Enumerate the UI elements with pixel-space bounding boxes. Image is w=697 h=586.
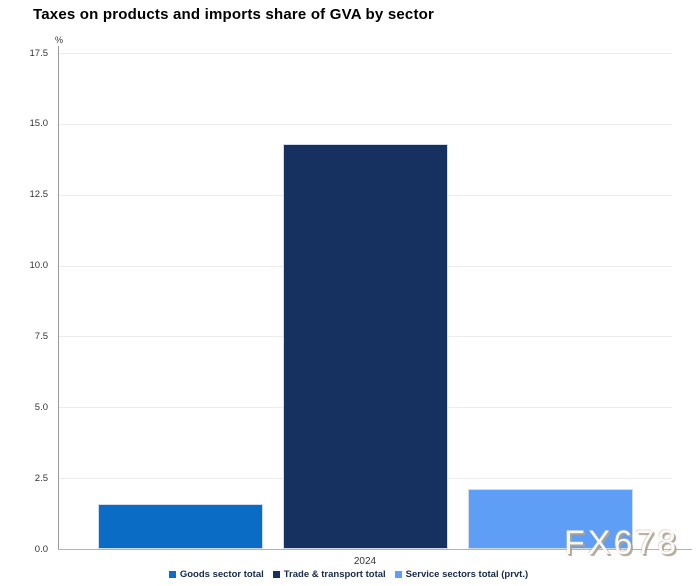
watermark: FX678 bbox=[564, 524, 680, 562]
legend-item: Service sectors total (prvt.) bbox=[394, 569, 529, 580]
y-axis-tick-label: 0.0 bbox=[34, 543, 48, 555]
gridline bbox=[59, 123, 672, 125]
gridline bbox=[59, 53, 672, 54]
x-axis-baseline bbox=[58, 549, 692, 550]
y-axis-tick-label: 17.5 bbox=[29, 47, 49, 59]
y-axis-tick-label: 10.0 bbox=[29, 260, 49, 272]
legend: Goods sector total Trade & transport tot… bbox=[0, 569, 697, 580]
legend-label: Service sectors total (prvt.) bbox=[405, 569, 529, 580]
y-axis-tick-label: 12.5 bbox=[29, 189, 49, 201]
plot-area bbox=[59, 53, 672, 549]
bar-trade-transport-total bbox=[282, 143, 448, 549]
y-axis-tick-label: 15.0 bbox=[29, 118, 49, 130]
legend-swatch bbox=[394, 571, 402, 578]
x-axis-category-label: 2024 bbox=[353, 556, 377, 567]
y-axis-tick-label: 7.5 bbox=[34, 330, 48, 342]
legend-label: Goods sector total bbox=[179, 569, 264, 580]
legend-item: Trade & transport total bbox=[272, 569, 386, 580]
y-axis-unit-label: % bbox=[55, 35, 64, 45]
legend-item: Goods sector total bbox=[168, 569, 264, 580]
bar-service-sectors-total-prvt bbox=[467, 489, 633, 549]
y-axis-tick-label: 5.0 bbox=[34, 401, 48, 413]
bar-goods-sector-total bbox=[98, 503, 263, 549]
y-axis-tick-label: 2.5 bbox=[34, 472, 48, 484]
legend-swatch bbox=[168, 571, 176, 578]
legend-label: Trade & transport total bbox=[283, 569, 386, 580]
chart-title: Taxes on products and imports share of G… bbox=[33, 6, 435, 23]
legend-swatch bbox=[272, 571, 280, 578]
y-axis-line bbox=[58, 46, 59, 549]
